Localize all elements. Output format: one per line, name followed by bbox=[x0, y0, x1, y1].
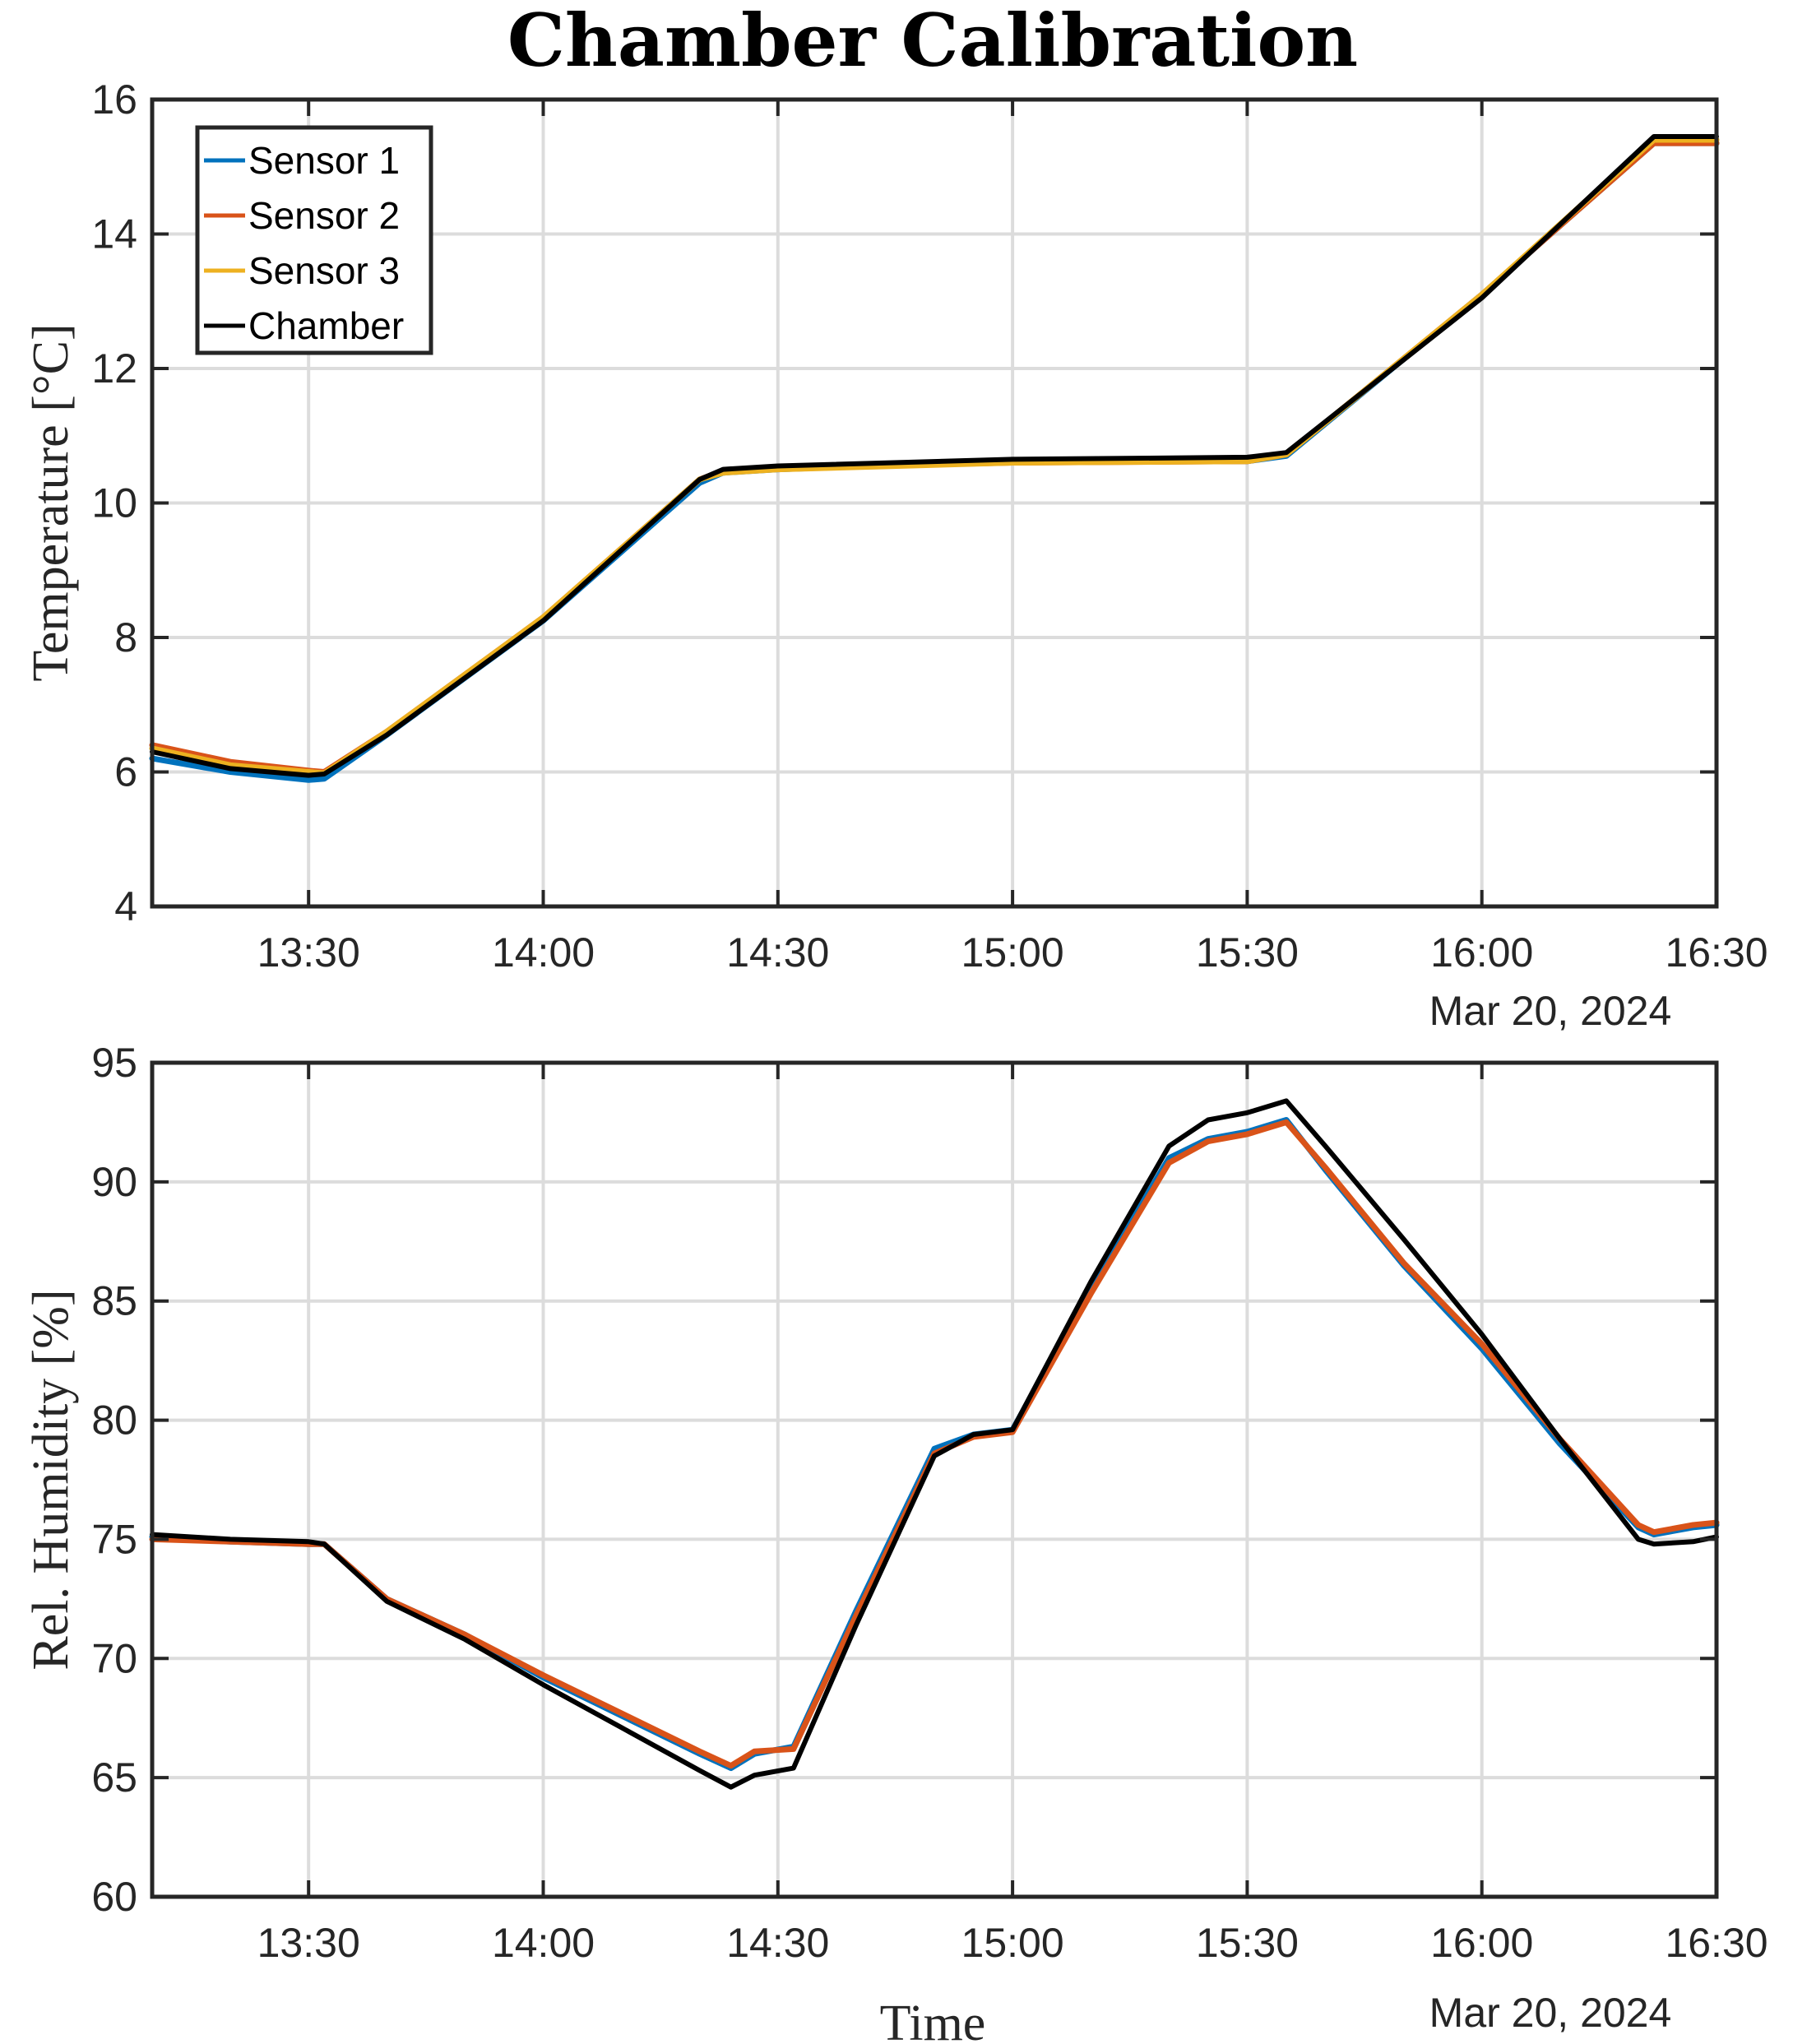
humidity-ytick-label-85: 85 bbox=[91, 1278, 137, 1324]
humidity-xtick-label-14-30: 14:30 bbox=[726, 1920, 829, 1966]
temperature-ytick-label-16: 16 bbox=[91, 76, 137, 123]
humidity-ytick-label-75: 75 bbox=[91, 1516, 137, 1562]
humidity-grid bbox=[152, 1063, 1717, 1897]
temperature-panel: 4 6 8 10 12 14 16 13:30 14:00 14:30 15:00 15:30 16:0… bbox=[23, 76, 1768, 1034]
temperature-y-axis-label: Temperature [°C] bbox=[23, 323, 79, 681]
temperature-ytick-label-10: 10 bbox=[91, 480, 137, 526]
legend: Sensor 1 Sensor 2 Sensor 3 Chamber bbox=[195, 125, 433, 355]
temperature-xtick-label-14-30: 14:30 bbox=[726, 929, 829, 976]
humidity-xtick-label-14-00: 14:00 bbox=[492, 1920, 595, 1966]
humidity-ticks: 60 65 70 75 80 85 90 95 13:30 14:00 14:30 15:00 15:3… bbox=[91, 1040, 1768, 1966]
temperature-series bbox=[149, 134, 1720, 783]
humidity-ytick-label-95: 95 bbox=[91, 1040, 137, 1086]
temperature-ytick-label-6: 6 bbox=[114, 749, 137, 795]
temperature-ytick-label-12: 12 bbox=[91, 345, 137, 392]
humidity-axes-box bbox=[150, 1060, 1719, 1899]
humidity-y-axis-label: Rel. Humidity [%] bbox=[23, 1289, 79, 1670]
humidity-ytick-label-70: 70 bbox=[91, 1635, 137, 1681]
humidity-ytick-label-65: 65 bbox=[91, 1754, 137, 1801]
temperature-ytick-label-4: 4 bbox=[114, 883, 137, 929]
temperature-xtick-label-16-30: 16:30 bbox=[1665, 929, 1768, 976]
humidity-xtick-label-16-30: 16:30 bbox=[1665, 1920, 1768, 1966]
humidity-xtick-label-15-30: 15:30 bbox=[1196, 1920, 1299, 1966]
legend-label-sensor-1: Sensor 1 bbox=[248, 139, 400, 182]
humidity-ytick-label-90: 90 bbox=[91, 1159, 137, 1205]
temperature-ytick-label-8: 8 bbox=[114, 614, 137, 660]
temperature-xtick-label-15-30: 15:30 bbox=[1196, 929, 1299, 976]
legend-label-sensor-3: Sensor 3 bbox=[248, 249, 400, 292]
humidity-ytick-label-60: 60 bbox=[91, 1874, 137, 1920]
humidity-x-axis-label: Time bbox=[880, 1995, 986, 2044]
temperature-xtick-label-16-00: 16:00 bbox=[1430, 929, 1533, 976]
figure-title: Chamber Calibration bbox=[507, 0, 1358, 83]
humidity-series-chamber bbox=[150, 1098, 1719, 1790]
temperature-ticks: 4 6 8 10 12 14 16 13:30 14:00 14:30 15:00 15:30 16:0… bbox=[91, 76, 1768, 976]
legend-label-sensor-2: Sensor 2 bbox=[248, 194, 400, 237]
humidity-xtick-label-13-30: 13:30 bbox=[257, 1920, 360, 1966]
legend-label-chamber: Chamber bbox=[248, 304, 404, 347]
temperature-xtick-label-15-00: 15:00 bbox=[961, 929, 1064, 976]
humidity-ytick-label-80: 80 bbox=[91, 1397, 137, 1444]
humidity-series bbox=[149, 1098, 1720, 1790]
humidity-date-label: Mar 20, 2024 bbox=[1429, 1990, 1672, 2036]
legend-box bbox=[195, 125, 433, 355]
humidity-xtick-label-15-00: 15:00 bbox=[961, 1920, 1064, 1966]
humidity-panel: 60 65 70 75 80 85 90 95 13:30 14:00 14:30 15:00 15:3… bbox=[23, 1040, 1768, 2044]
temperature-ytick-label-14: 14 bbox=[91, 211, 137, 257]
temperature-xtick-label-13-30: 13:30 bbox=[257, 929, 360, 976]
temperature-xtick-label-14-00: 14:00 bbox=[492, 929, 595, 976]
temperature-date-label: Mar 20, 2024 bbox=[1429, 988, 1672, 1034]
humidity-xtick-label-16-00: 16:00 bbox=[1430, 1920, 1533, 1966]
temperature-series-chamber bbox=[150, 134, 1719, 778]
